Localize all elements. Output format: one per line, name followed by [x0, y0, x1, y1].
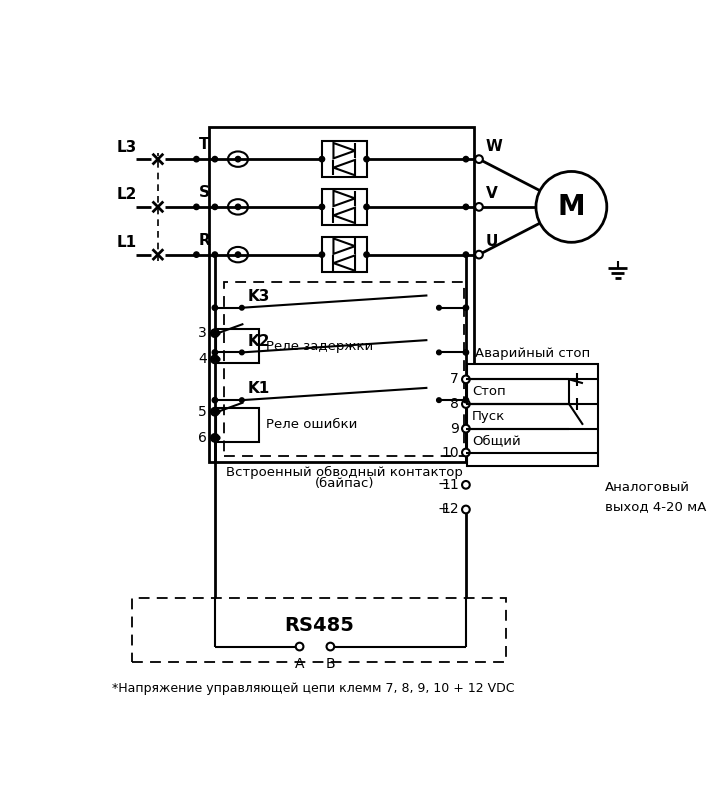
Text: 4: 4 — [199, 352, 207, 366]
Text: B: B — [325, 657, 335, 670]
Text: выход 4-20 мА: выход 4-20 мА — [604, 500, 706, 514]
Text: Стоп: Стоп — [472, 385, 506, 398]
Circle shape — [212, 204, 218, 210]
Circle shape — [240, 306, 244, 310]
Circle shape — [463, 305, 469, 310]
Text: Встроенный обводный контактор: Встроенный обводный контактор — [226, 466, 462, 478]
Text: 6: 6 — [198, 431, 207, 445]
Text: Пуск: Пуск — [472, 410, 506, 423]
Text: R: R — [199, 233, 211, 248]
Text: Аналоговый: Аналоговый — [604, 481, 689, 494]
Circle shape — [212, 350, 218, 355]
Text: 11: 11 — [441, 478, 459, 492]
Circle shape — [211, 355, 218, 363]
Circle shape — [462, 375, 469, 383]
Circle shape — [364, 252, 369, 258]
Text: 5: 5 — [199, 405, 207, 418]
Circle shape — [320, 204, 325, 210]
Circle shape — [364, 204, 369, 210]
Circle shape — [194, 157, 199, 162]
Text: +: + — [438, 502, 449, 516]
Text: U: U — [486, 234, 498, 250]
Circle shape — [216, 331, 220, 335]
Circle shape — [212, 409, 218, 414]
Text: L3: L3 — [117, 139, 137, 154]
Text: Реле ошибки: Реле ошибки — [267, 418, 358, 431]
FancyBboxPatch shape — [322, 189, 366, 225]
Circle shape — [212, 357, 218, 362]
Circle shape — [212, 157, 218, 162]
Text: RS485: RS485 — [284, 616, 354, 635]
Circle shape — [462, 449, 469, 456]
Circle shape — [475, 250, 483, 258]
Text: L2: L2 — [117, 187, 137, 202]
Circle shape — [475, 203, 483, 210]
Circle shape — [437, 306, 441, 310]
Text: K3: K3 — [248, 289, 270, 304]
Circle shape — [327, 642, 334, 650]
Circle shape — [235, 204, 240, 210]
Circle shape — [296, 642, 303, 650]
Circle shape — [364, 157, 369, 162]
Text: K1: K1 — [248, 382, 270, 396]
Text: Аварийный стоп: Аварийный стоп — [475, 347, 590, 360]
Circle shape — [462, 400, 469, 408]
Text: 8: 8 — [450, 397, 459, 411]
Text: Общий: Общий — [472, 434, 521, 447]
Circle shape — [462, 425, 469, 433]
Circle shape — [240, 350, 244, 354]
Circle shape — [240, 398, 244, 402]
Text: (байпас): (байпас) — [315, 477, 374, 490]
Text: T: T — [199, 138, 209, 152]
Circle shape — [475, 155, 483, 163]
Circle shape — [463, 157, 469, 162]
Circle shape — [216, 436, 220, 440]
Text: W: W — [486, 138, 503, 154]
Circle shape — [211, 434, 218, 442]
Text: L1: L1 — [117, 235, 137, 250]
Circle shape — [212, 435, 218, 441]
Circle shape — [463, 398, 469, 403]
FancyBboxPatch shape — [467, 364, 598, 466]
Circle shape — [212, 398, 218, 403]
Text: A: A — [295, 657, 304, 670]
Circle shape — [235, 252, 240, 258]
Circle shape — [194, 204, 199, 210]
Text: 10: 10 — [441, 446, 459, 459]
Circle shape — [212, 252, 218, 258]
Circle shape — [212, 330, 218, 336]
Circle shape — [462, 481, 469, 489]
Text: 7: 7 — [450, 372, 459, 386]
Text: −: − — [438, 477, 449, 491]
FancyBboxPatch shape — [322, 142, 366, 177]
Circle shape — [463, 350, 469, 355]
Circle shape — [463, 204, 469, 210]
Circle shape — [536, 171, 607, 242]
Circle shape — [437, 350, 441, 354]
FancyBboxPatch shape — [322, 237, 366, 272]
Text: 3: 3 — [199, 326, 207, 340]
Text: V: V — [486, 186, 498, 202]
Text: M: M — [558, 193, 585, 221]
Circle shape — [437, 398, 441, 402]
Circle shape — [235, 157, 240, 162]
Circle shape — [320, 157, 325, 162]
Circle shape — [320, 252, 325, 258]
Circle shape — [216, 358, 220, 362]
Circle shape — [462, 506, 469, 514]
Text: K2: K2 — [248, 334, 271, 349]
Text: S: S — [199, 185, 210, 200]
Circle shape — [194, 252, 199, 258]
Circle shape — [212, 305, 218, 310]
Text: Реле задержки: Реле задержки — [267, 340, 374, 353]
Circle shape — [216, 410, 220, 414]
Circle shape — [211, 330, 218, 337]
Text: 9: 9 — [450, 422, 459, 436]
Text: 12: 12 — [441, 502, 459, 517]
Text: *Напряжение управляющей цепи клемм 7, 8, 9, 10 + 12 VDC: *Напряжение управляющей цепи клемм 7, 8,… — [112, 682, 514, 695]
Circle shape — [463, 252, 469, 258]
Circle shape — [211, 408, 218, 415]
